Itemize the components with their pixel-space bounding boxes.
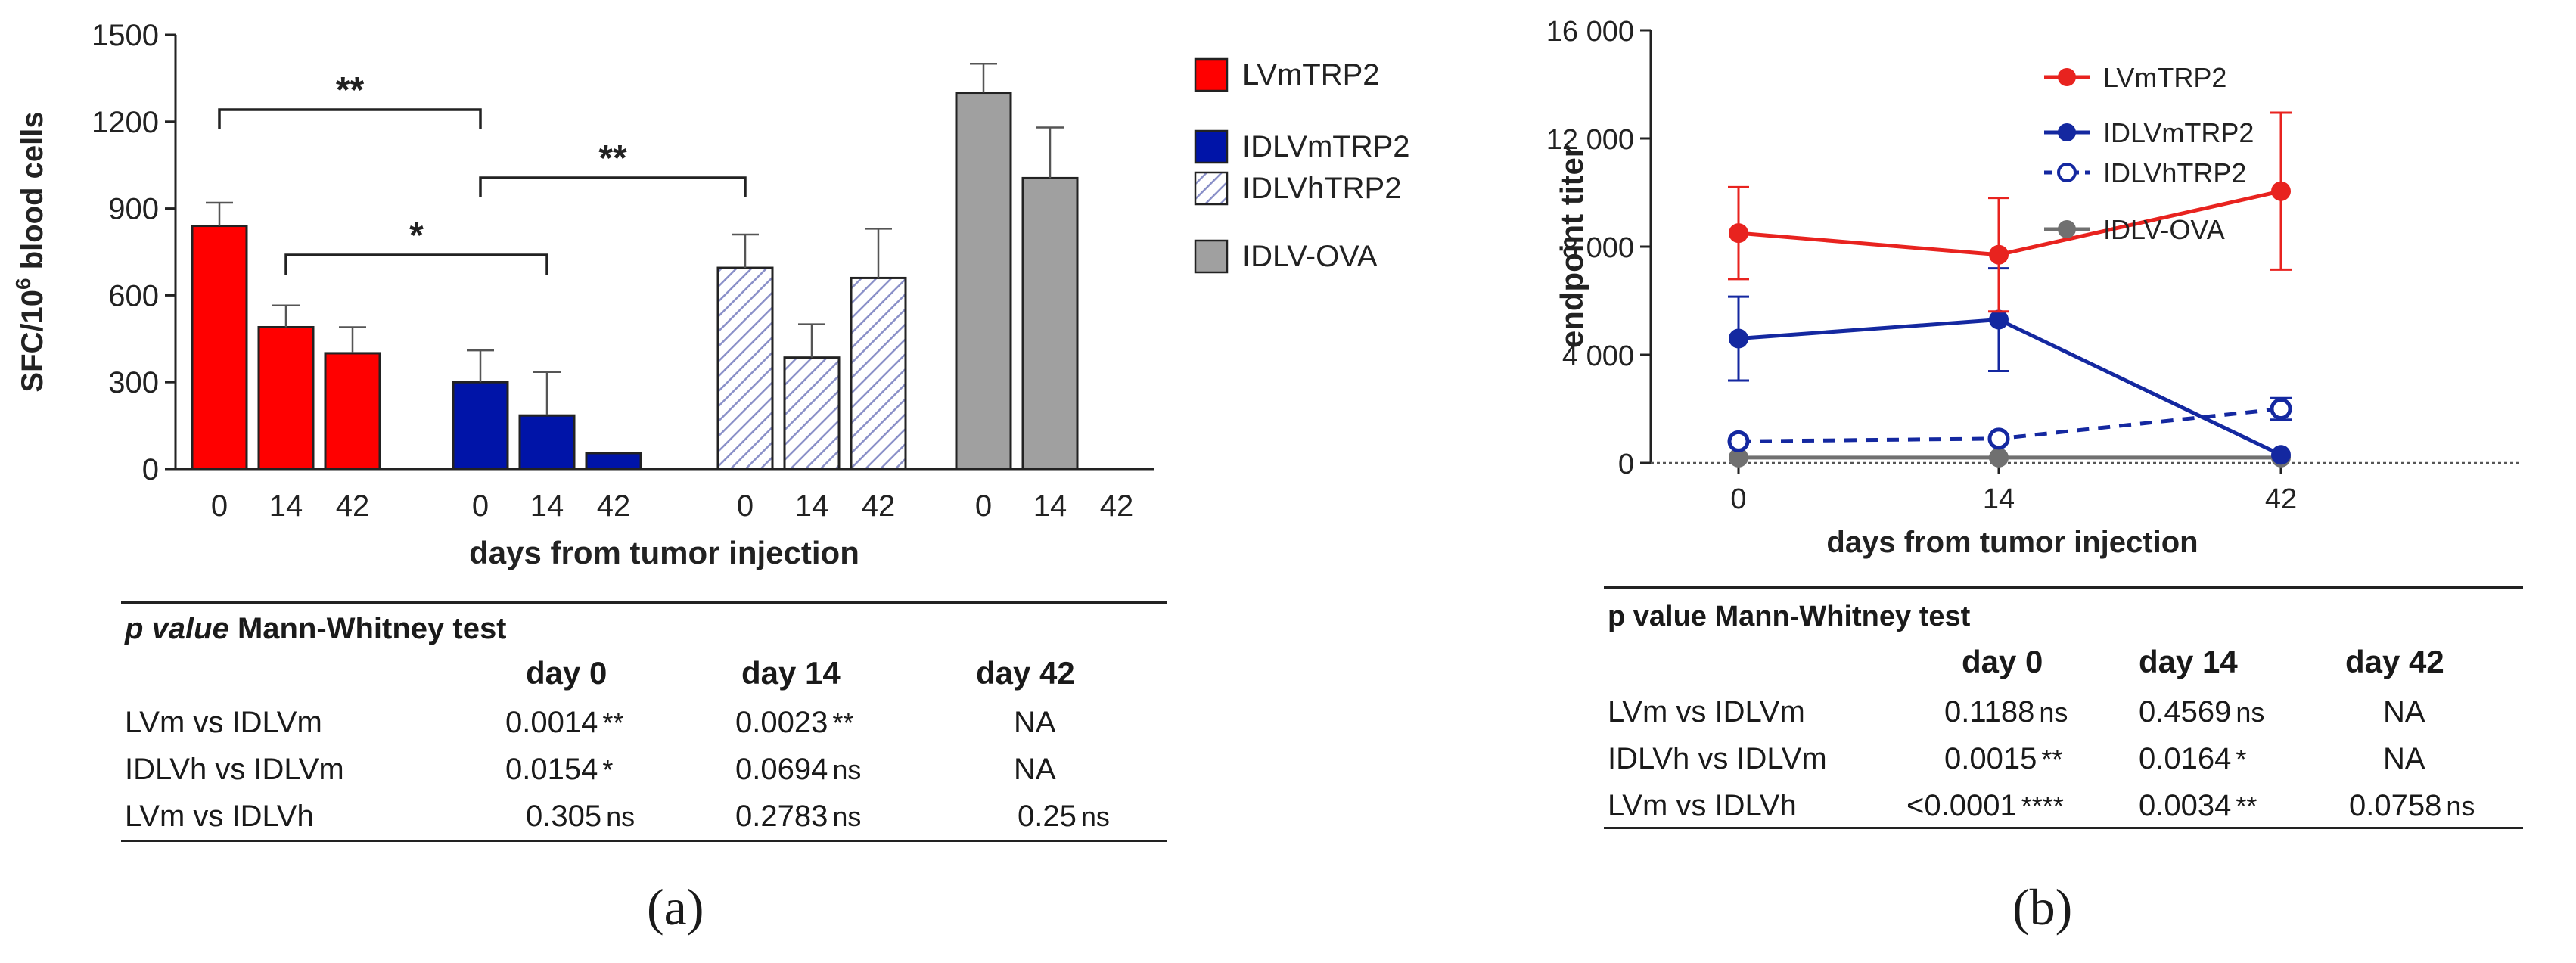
data-point: [1729, 223, 1748, 244]
significance-label: **: [336, 70, 365, 110]
legend-label: IDLVmTRP2: [1242, 130, 1410, 163]
x-tick-label: 0: [975, 489, 992, 523]
bar: [257, 325, 315, 471]
y-tick-label: 12 000: [1546, 124, 1634, 156]
y-tick-label: 1200: [92, 106, 159, 139]
x-tick-label: 42: [597, 489, 631, 523]
significance-bracket: [479, 176, 747, 197]
y-tick-label: 4 000: [1562, 340, 1634, 372]
legend-swatch: [1194, 171, 1229, 206]
chart-a-significance-brackets: *****: [218, 70, 747, 275]
y-tick-label: 900: [108, 193, 159, 226]
data-point: [1729, 447, 1748, 468]
data-point: [1729, 328, 1748, 349]
y-axis-label: SFC/106 blood cells: [11, 111, 49, 392]
significance-label: *: [409, 216, 424, 256]
legend-label: IDLVhTRP2: [1242, 172, 1401, 205]
panel-label-a: (a): [647, 878, 704, 936]
x-tick-label: 14: [1983, 483, 2015, 515]
chart-a-legend: LVmTRP2 IDLVmTRP2 IDLVhTRP2 IDLV-OVA: [1194, 57, 1410, 274]
significance-bracket: [284, 253, 548, 275]
bar: [518, 414, 576, 471]
x-tick-label: 0: [737, 489, 754, 523]
x-tick-label: 42: [2265, 483, 2297, 515]
bar: [324, 352, 381, 471]
legend-label: IDLV-OVA: [2103, 214, 2225, 245]
y-tick-label: 600: [108, 279, 159, 312]
x-tick-label: 42: [862, 489, 896, 523]
x-axis-label: days from tumor injection: [1826, 526, 2198, 559]
x-tick-label: 0: [211, 489, 228, 523]
chart-b-legend: LVmTRP2 IDLVmTRP2 IDLVhTRP2 IDLV-OVA: [2044, 62, 2254, 245]
legend-swatch: [1194, 129, 1229, 164]
legend-swatch: [1194, 57, 1229, 92]
x-tick-label: 42: [1100, 489, 1134, 523]
chart-a-bars: [191, 63, 1079, 471]
data-point: [1727, 430, 1750, 452]
legend-marker: [2058, 123, 2076, 141]
data-point: [1989, 244, 2009, 265]
y-axis-label-superscript: 6: [11, 278, 35, 290]
legend-marker: [2057, 163, 2077, 182]
bar: [850, 276, 907, 471]
y-axis-label-part: blood cells: [16, 111, 49, 278]
bar: [585, 452, 642, 471]
x-tick-label: 0: [1730, 483, 1746, 515]
y-tick-label: 0: [142, 453, 159, 486]
y-tick-label: 300: [108, 366, 159, 399]
significance-bracket: [218, 108, 482, 129]
legend-label: LVmTRP2: [1242, 58, 1380, 92]
x-tick-label: 14: [530, 489, 564, 523]
legend-label: LVmTRP2: [2103, 62, 2226, 93]
x-tick-label: 14: [1033, 489, 1067, 523]
data-point: [1987, 427, 2010, 450]
data-point: [2271, 181, 2291, 201]
y-tick-label: 8 000: [1562, 232, 1634, 264]
chart-b-series: [1727, 111, 2292, 468]
x-tick-label: 0: [472, 489, 489, 523]
data-point: [1989, 309, 2009, 330]
data-point: [2271, 445, 2291, 465]
x-tick-label: 14: [795, 489, 829, 523]
x-tick-label: 14: [269, 489, 303, 523]
legend-marker: [2058, 220, 2076, 238]
y-tick-label: 1500: [92, 19, 159, 52]
series-line: [1738, 317, 2282, 457]
legend-marker: [2058, 68, 2076, 86]
significance-label: **: [598, 138, 627, 179]
series-line: [1738, 407, 2282, 443]
y-axis-label-part: SFC/10: [16, 290, 49, 393]
bar: [191, 225, 248, 471]
chart-b-axes: 0 4 000 8 000 12 000 16 000 0 14 42 endpoint tit…: [1546, 16, 2519, 559]
x-axis-label: days from tumor injection: [469, 535, 859, 570]
legend-label: IDLVhTRP2: [2103, 157, 2246, 188]
y-tick-label: 16 000: [1546, 16, 1634, 48]
y-axis-label: endpoint titer: [1554, 145, 1589, 348]
legend-swatch: [1194, 239, 1229, 274]
data-point: [1989, 447, 2009, 468]
y-tick-label: 0: [1618, 449, 1634, 480]
legend-label: IDLV-OVA: [1242, 240, 1378, 273]
x-tick-label: 42: [336, 489, 370, 523]
legend-label: IDLVmTRP2: [2103, 117, 2254, 148]
data-point: [2270, 398, 2292, 420]
panel-label-b: (b): [2012, 878, 2073, 936]
bar: [1021, 176, 1079, 471]
